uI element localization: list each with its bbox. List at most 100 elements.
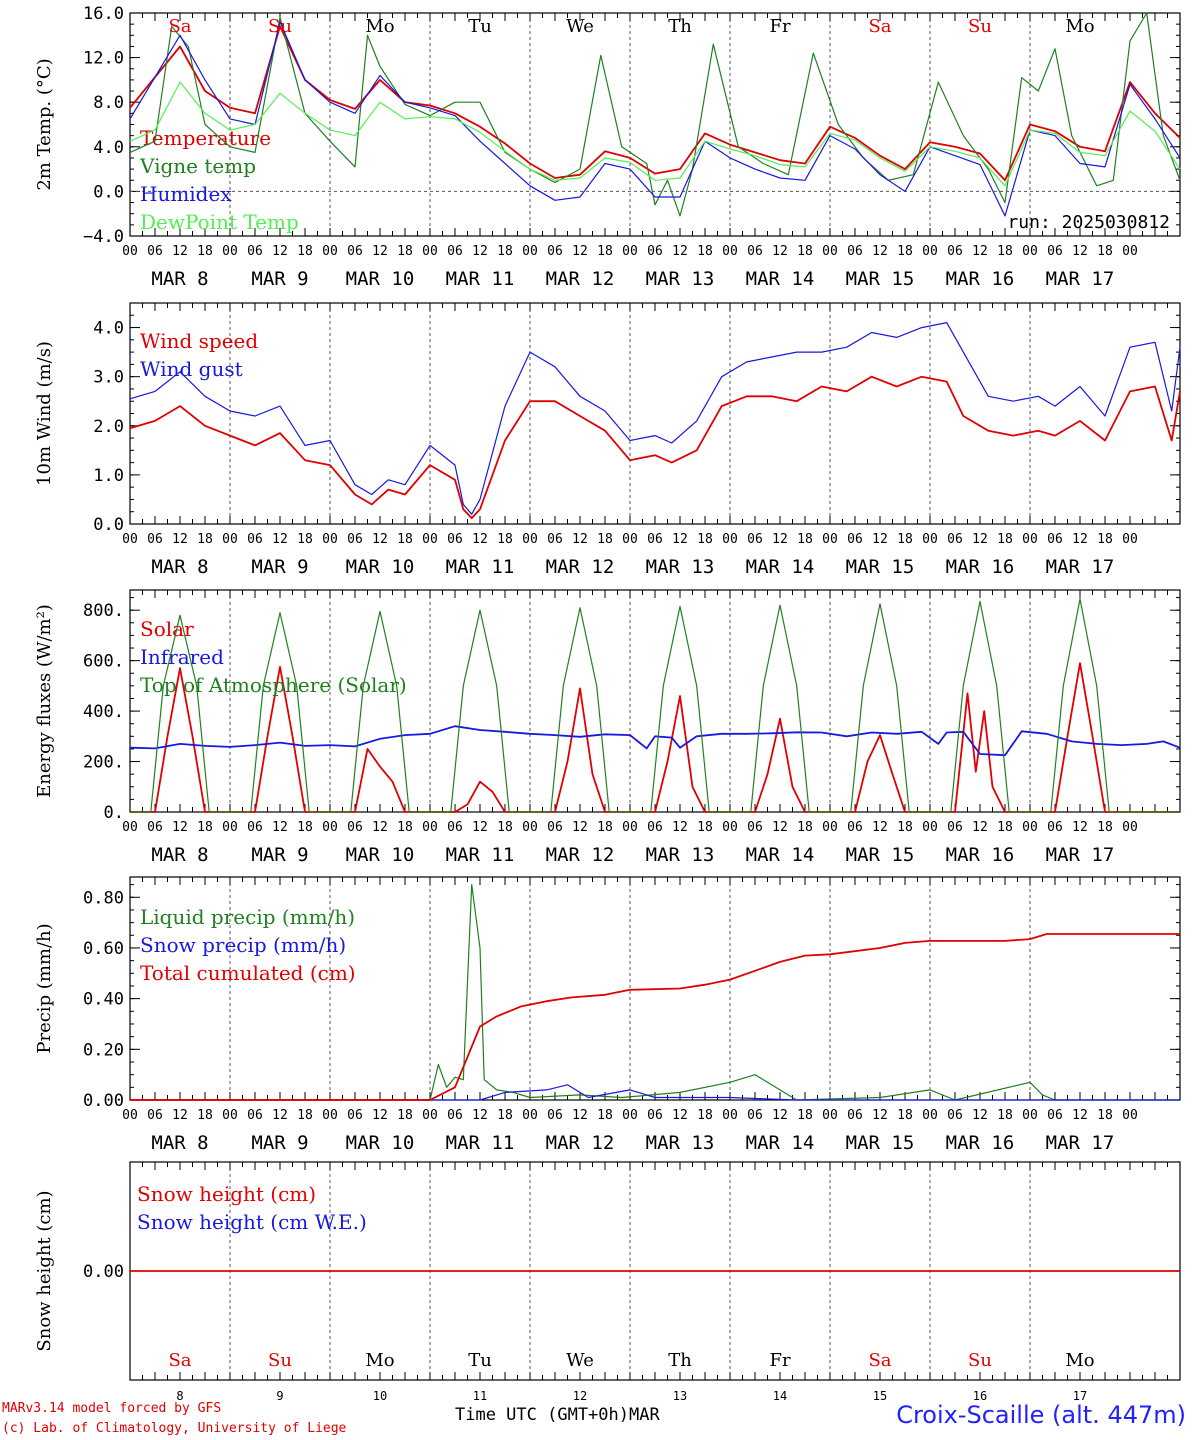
hour-tick-label: 00 — [622, 532, 638, 547]
weekday-label: Tu — [468, 1350, 492, 1371]
hour-tick-label: 00 — [622, 244, 638, 259]
day-label: MAR 12 — [546, 1132, 615, 1154]
hour-tick-label: 12 — [472, 1108, 488, 1123]
hour-tick-label: 00 — [722, 244, 738, 259]
hour-tick-label: 18 — [597, 532, 613, 547]
y-tick-label: 800. — [83, 601, 124, 621]
hour-tick-label: 06 — [747, 244, 763, 259]
day-label: MAR 14 — [746, 1132, 815, 1154]
day-label: MAR 10 — [346, 844, 415, 866]
day-label: MAR 14 — [746, 268, 815, 290]
hour-tick-label: 18 — [497, 244, 513, 259]
hour-tick-label: 18 — [1097, 532, 1113, 547]
hour-tick-label: 18 — [997, 1108, 1013, 1123]
legend-entry: Snow height (cm) — [137, 1182, 316, 1206]
series-line — [129, 81, 1181, 187]
hour-tick-label: 00 — [1122, 532, 1138, 547]
hour-tick-label: 00 — [1022, 244, 1038, 259]
hour-tick-label: 18 — [797, 1108, 813, 1123]
y-tick-label: 0.00 — [83, 1091, 124, 1111]
hour-tick-label: 00 — [422, 244, 438, 259]
hour-tick-label: 00 — [122, 820, 138, 835]
y-tick-label: 8.0 — [93, 93, 124, 113]
hour-tick-label: 00 — [722, 532, 738, 547]
day-number-label: 12 — [573, 1389, 587, 1403]
y-axis-label: Precip (mm/h) — [34, 923, 55, 1053]
hour-tick-label: 12 — [372, 532, 388, 547]
hour-tick-label: 06 — [247, 244, 263, 259]
panel-frame — [129, 589, 1181, 813]
run-annotation: run: 2025030812 — [1007, 212, 1170, 233]
legend-entry: Infrared — [140, 645, 224, 669]
hour-tick-label: 12 — [772, 244, 788, 259]
y-tick-label: 200. — [83, 753, 124, 773]
hour-tick-label: 06 — [647, 820, 663, 835]
hour-tick-label: 00 — [322, 532, 338, 547]
weekday-label: Mo — [1065, 1350, 1094, 1371]
hour-tick-label: 12 — [772, 820, 788, 835]
y-tick-label: 600. — [83, 652, 124, 672]
station-label: Croix-Scaille (alt. 447m) — [896, 1401, 1186, 1429]
y-tick-label: 3.0 — [93, 368, 124, 388]
day-number-label: 10 — [373, 1389, 387, 1403]
hour-tick-label: 12 — [572, 1108, 588, 1123]
panel-frame — [129, 302, 1181, 525]
hour-tick-label: 12 — [272, 1108, 288, 1123]
weekday-label: Mo — [365, 16, 394, 37]
hour-tick-label: 00 — [622, 820, 638, 835]
time-axis-title: Time UTC (GMT+0h)MAR — [455, 1405, 660, 1425]
hour-tick-label: 00 — [622, 1108, 638, 1123]
weekday-label: Mo — [1065, 16, 1094, 37]
day-number-label: 17 — [1073, 1389, 1087, 1403]
hour-tick-label: 06 — [347, 532, 363, 547]
series-line — [129, 12, 1181, 217]
hour-tick-label: 12 — [472, 820, 488, 835]
hour-tick-label: 06 — [947, 820, 963, 835]
series-line — [130, 1084, 1180, 1101]
hour-tick-label: 06 — [547, 1108, 563, 1123]
hour-tick-label: 00 — [822, 244, 838, 259]
hour-tick-label: 12 — [872, 820, 888, 835]
hour-tick-label: 06 — [147, 820, 163, 835]
hour-tick-label: 18 — [897, 1108, 913, 1123]
y-tick-label: 12.0 — [83, 49, 124, 69]
weekday-label: Tu — [468, 16, 492, 37]
hour-tick-label: 12 — [872, 244, 888, 259]
day-label: MAR 9 — [251, 1132, 308, 1154]
y-tick-label: 4.0 — [93, 138, 124, 158]
hour-tick-label: 06 — [547, 244, 563, 259]
y-axis-label: 10m Wind (m/s) — [34, 341, 55, 486]
day-label: MAR 10 — [346, 268, 415, 290]
weekday-label: Su — [268, 1350, 292, 1371]
hour-tick-label: 00 — [422, 1108, 438, 1123]
hour-tick-label: 18 — [397, 820, 413, 835]
y-tick-label: 0.0 — [93, 515, 124, 535]
day-label: MAR 15 — [846, 1132, 915, 1154]
day-label: MAR 13 — [646, 556, 715, 578]
weekday-label: Mo — [365, 1350, 394, 1371]
y-tick-label: 0.60 — [83, 939, 124, 959]
hour-tick-label: 00 — [822, 1108, 838, 1123]
day-label: MAR 8 — [151, 844, 208, 866]
weekday-label: Sa — [168, 1350, 191, 1371]
y-tick-label: −4.0 — [83, 227, 124, 247]
day-label: MAR 14 — [746, 844, 815, 866]
day-number-label: 16 — [973, 1389, 987, 1403]
hour-tick-label: 12 — [672, 1108, 688, 1123]
hour-tick-label: 06 — [447, 244, 463, 259]
weekday-label: Su — [968, 1350, 992, 1371]
hour-tick-label: 18 — [1097, 820, 1113, 835]
legend-entry: Solar — [140, 617, 194, 641]
hour-tick-label: 12 — [1072, 244, 1088, 259]
y-tick-label: 0.00 — [83, 1262, 124, 1282]
day-label: MAR 10 — [346, 1132, 415, 1154]
legend-entry: Snow precip (mm/h) — [140, 933, 346, 957]
hour-tick-label: 00 — [522, 244, 538, 259]
hour-tick-label: 06 — [147, 532, 163, 547]
hour-tick-label: 00 — [322, 244, 338, 259]
hour-tick-label: 06 — [347, 1108, 363, 1123]
hour-tick-label: 12 — [972, 532, 988, 547]
y-tick-label: 0.80 — [83, 888, 124, 908]
hour-tick-label: 12 — [572, 244, 588, 259]
day-label: MAR 11 — [446, 1132, 515, 1154]
